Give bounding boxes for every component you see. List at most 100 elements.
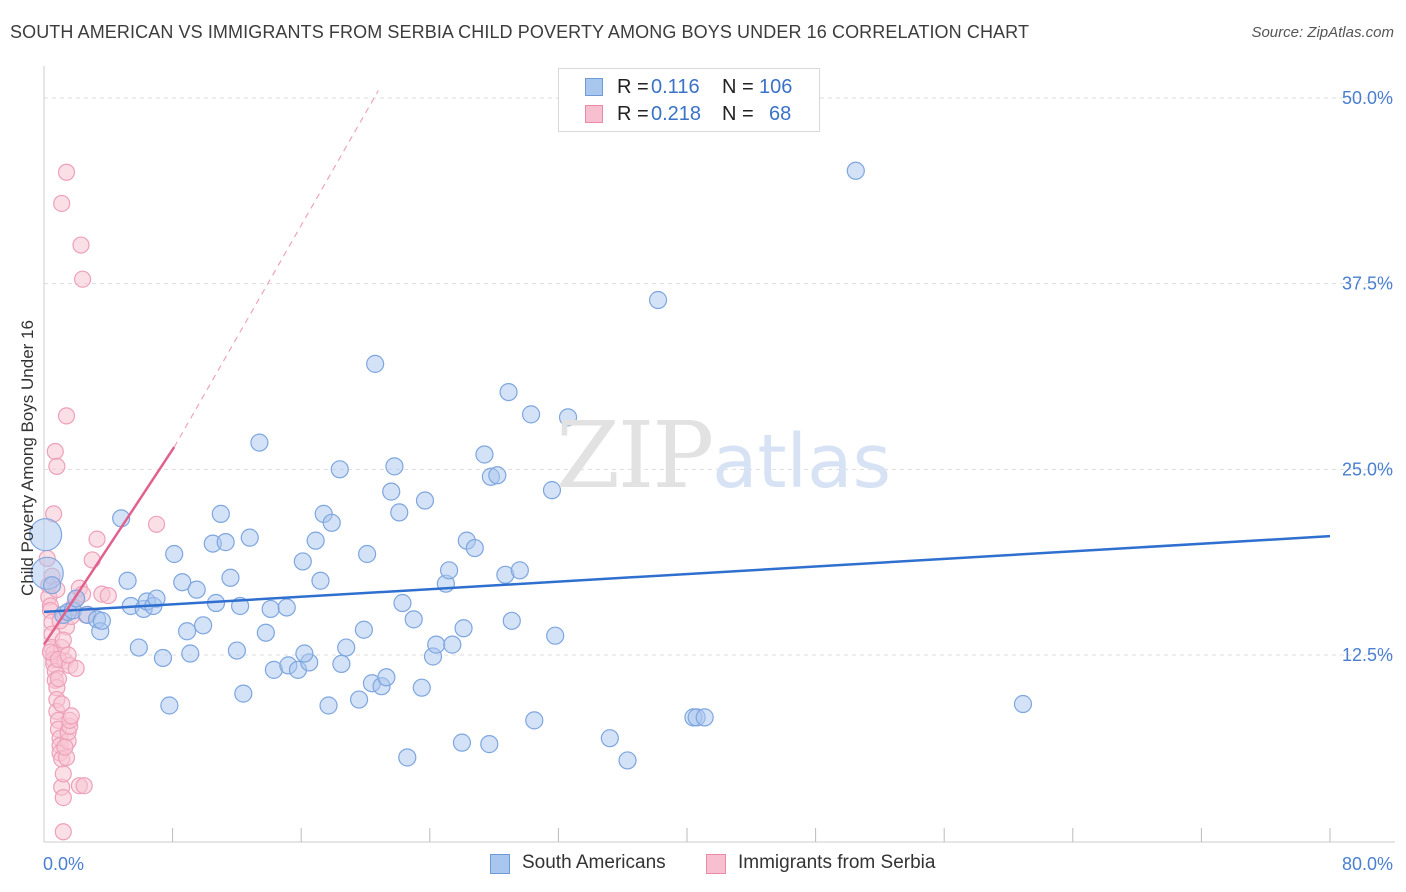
south-american-point (404, 610, 423, 629)
south-american-point (618, 751, 637, 770)
south-american-point (332, 654, 351, 674)
south-american-point (488, 466, 507, 485)
y-tick-label: 12.5% (1342, 645, 1393, 665)
south-american-point (452, 733, 472, 752)
source-label: Source: ZipAtlas.com (1251, 24, 1394, 41)
south-american-point (311, 571, 330, 590)
axes (43, 66, 1395, 843)
serbia-point (54, 631, 72, 649)
legend-swatch-pink (585, 105, 603, 123)
south-american-point (1013, 694, 1033, 714)
south-american-point (194, 616, 213, 635)
south-american-point (439, 561, 459, 580)
south-american-point (349, 690, 369, 709)
serbia-trend-extension (173, 90, 379, 448)
south-american-point (295, 644, 314, 663)
south-american-point (546, 626, 565, 645)
south-american-point (377, 668, 396, 687)
legend-swatch-blue (490, 854, 510, 874)
south-american-point (319, 696, 338, 715)
serbia-trend-line (42, 446, 176, 646)
south-american-point (385, 457, 404, 476)
watermark-atlas: atlas (712, 419, 891, 505)
serbia-point (73, 270, 92, 288)
south-american-point (542, 481, 562, 500)
stats-legend: R = 0.116 N = 106 R = 0.218 N = 68 (558, 68, 820, 132)
south-american-point (354, 620, 373, 639)
serbia-point (83, 551, 101, 569)
south-american-point (250, 433, 269, 452)
south-american-point (480, 735, 499, 754)
legend-swatch-blue (585, 78, 603, 96)
south-american-point (390, 503, 409, 522)
serbia-point (53, 194, 71, 213)
south-american-point (510, 561, 529, 580)
south-american-point (427, 635, 446, 654)
south-american-trend-line (43, 534, 1331, 614)
south-american-point (277, 598, 296, 617)
south-american-point (454, 619, 473, 638)
y-tick-label: 37.5% (1342, 274, 1393, 294)
south-american-point (525, 711, 544, 730)
south-american-point (846, 161, 865, 180)
south-american-point (558, 408, 578, 427)
x-tick-label: 0.0% (43, 854, 84, 874)
watermark-zip: ZIP (556, 402, 714, 509)
south-american-point (306, 531, 325, 550)
legend-n-label: N = (722, 76, 754, 98)
south-american-point (187, 580, 206, 599)
south-american-point (42, 576, 62, 595)
south-american-point (412, 678, 431, 697)
serbia-point (54, 765, 72, 783)
south-american-point (499, 382, 518, 402)
south-american-point (153, 648, 173, 668)
legend-swatch-pink (706, 854, 726, 874)
south-american-point (165, 544, 184, 564)
south-american-point (240, 528, 259, 547)
south-american-point (521, 405, 541, 424)
south-american-point (177, 622, 197, 641)
serbia-point (67, 659, 85, 677)
legend-n-label: N = (722, 103, 754, 125)
south-american-point (415, 491, 435, 510)
serbia-point (72, 236, 90, 254)
chart-title: SOUTH AMERICAN VS IMMIGRANTS FROM SERBIA… (10, 22, 1030, 42)
legend-n-value: 68 (769, 103, 792, 125)
trend-lines (42, 90, 1331, 646)
south-american-point (181, 644, 200, 663)
south-american-point (129, 638, 148, 657)
south-american-point (234, 684, 253, 703)
south-american-point (695, 708, 714, 727)
south-american-point (393, 593, 412, 613)
serbia-point (54, 823, 72, 841)
south-american-point (147, 589, 166, 608)
serbia-point (57, 407, 76, 425)
y-axis-title: Child Poverty Among Boys Under 16 (18, 320, 37, 596)
serbia-point (46, 442, 64, 461)
serbia-point (53, 695, 71, 713)
serbia-point (62, 707, 80, 725)
serbia-points (38, 163, 166, 841)
south-american-point (256, 623, 275, 642)
south-american-point (221, 568, 240, 587)
south-american-point (173, 573, 192, 592)
south-american-point (118, 571, 137, 590)
y-tick-label: 25.0% (1342, 459, 1393, 479)
south-american-point (227, 641, 246, 660)
south-american-point (160, 696, 179, 715)
serbia-point (147, 515, 166, 533)
serbia-point (88, 530, 106, 548)
south-american-point (330, 460, 349, 479)
serbia-point (75, 777, 93, 795)
serbia-point (48, 457, 66, 475)
x-tick-label: 80.0% (1342, 854, 1393, 874)
serbia-point (49, 670, 68, 688)
y-tick-label: 50.0% (1342, 88, 1393, 108)
watermark: ZIPatlas (556, 402, 891, 509)
serbia-point (57, 163, 76, 181)
south-american-point (648, 290, 668, 310)
south-american-point (293, 552, 312, 571)
legend-r-label: R = (617, 103, 649, 125)
serbia-point (99, 586, 117, 605)
